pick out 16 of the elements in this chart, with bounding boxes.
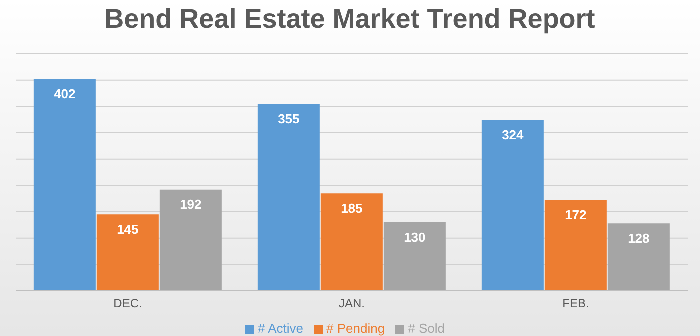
x-tick-label: FEB. xyxy=(562,296,590,311)
data-label: 324 xyxy=(502,128,525,143)
data-label: 192 xyxy=(180,197,202,212)
data-label: 128 xyxy=(628,230,650,246)
legend-label: # Active xyxy=(258,321,304,336)
data-label: 172 xyxy=(565,208,587,223)
data-label: 402 xyxy=(54,86,76,102)
data-label: 185 xyxy=(341,200,363,216)
legend-label: # Sold xyxy=(408,321,445,336)
data-label: 130 xyxy=(404,230,426,245)
data-label: 145 xyxy=(117,222,139,237)
chart-title: Bend Real Estate Market Trend Report xyxy=(104,3,596,36)
data-label: 355 xyxy=(278,111,300,126)
legend-label: # Pending xyxy=(326,321,386,336)
x-tick-label: JAN. xyxy=(338,296,366,311)
x-tick-label: DEC. xyxy=(114,296,142,311)
